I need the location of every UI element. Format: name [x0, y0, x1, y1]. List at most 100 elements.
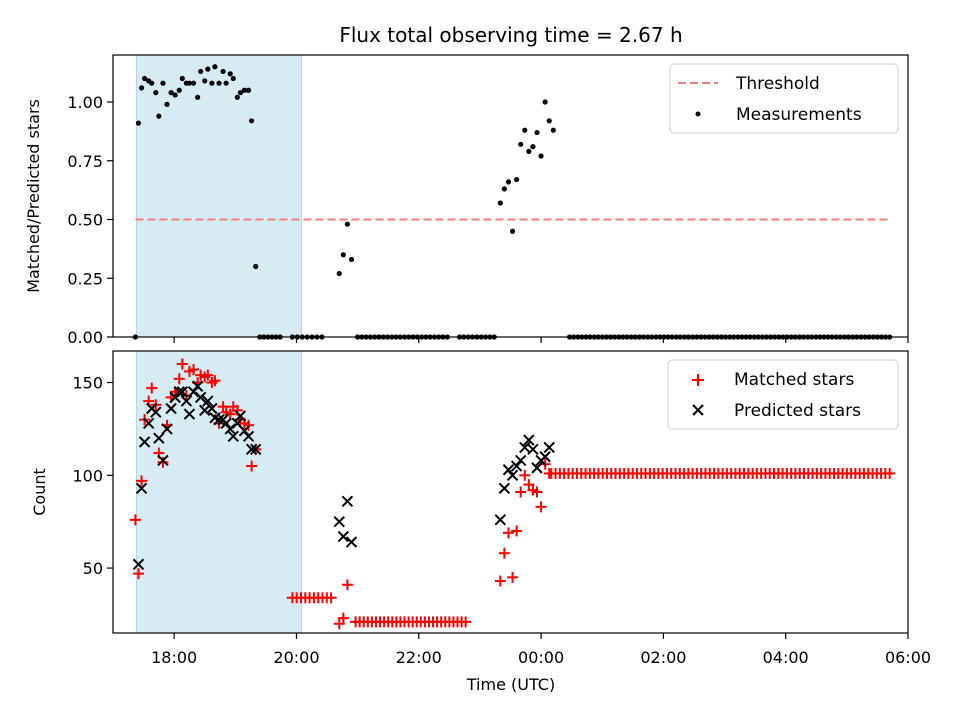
- top-axes-frame: [112, 54, 909, 338]
- predicted-star-point: [220, 417, 232, 430]
- matched-star-point: [224, 408, 236, 420]
- predicted-stars-points: [132, 380, 555, 571]
- measurement-point: [149, 80, 155, 86]
- y-tick-label: 100: [72, 466, 103, 485]
- measurement-point: [223, 80, 229, 86]
- legend-predicted-label: Predicted stars: [734, 401, 861, 421]
- predicted-star-point: [249, 443, 262, 456]
- measurement-point: [344, 221, 351, 227]
- measurement-point: [153, 90, 159, 96]
- measurement-point: [205, 66, 211, 72]
- measurement-point: [209, 80, 215, 86]
- legend-measurements-label: Measurements: [736, 105, 862, 125]
- predicted-star-point: [345, 536, 358, 548]
- matched-star-point: [157, 456, 169, 468]
- legend-predicted-swatch: [692, 404, 704, 416]
- measurement-point: [164, 101, 170, 107]
- top-x-ticks: [173, 337, 909, 343]
- matched-star-point: [129, 514, 141, 526]
- matched-star-point: [173, 373, 185, 385]
- measurement-point: [336, 270, 342, 277]
- matched-star-point: [325, 592, 337, 604]
- measurement-point: [186, 80, 193, 86]
- predicted-star-point: [202, 395, 214, 407]
- x-tick-label: 00:00: [518, 648, 564, 667]
- predicted-star-point: [510, 460, 523, 472]
- measurement-point: [234, 94, 240, 100]
- measurement-point: [538, 153, 544, 159]
- x-tick-label: 22:00: [396, 648, 442, 667]
- measurement-point: [135, 120, 142, 126]
- matched-star-point: [884, 467, 896, 479]
- top-y-ticks: 0.00 0.25 0.50 0.75 1.00: [67, 93, 113, 347]
- predicted-star-point: [169, 391, 181, 404]
- measurement-point: [249, 118, 255, 124]
- bottom-axes-frame: [112, 350, 909, 634]
- measurement-point: [202, 78, 208, 84]
- matched-star-point: [531, 486, 543, 498]
- legend-matched-swatch: [692, 374, 704, 386]
- matched-star-point: [176, 358, 188, 370]
- predicted-star-point: [543, 441, 555, 454]
- measurement-point: [230, 75, 236, 82]
- bottom-y-axis-label: Count: [30, 468, 49, 516]
- matched-star-point: [341, 579, 353, 591]
- predicted-star-point: [224, 423, 236, 435]
- legend-measurements-swatch: [695, 111, 701, 117]
- predicted-star-point: [341, 495, 354, 507]
- predicted-star-point: [213, 413, 225, 426]
- y-tick-label: 0.50: [67, 211, 103, 230]
- measurement-point: [220, 68, 226, 75]
- predicted-star-point: [161, 423, 173, 435]
- measurement-point: [190, 80, 197, 86]
- predicted-star-point: [527, 443, 539, 456]
- matched-star-point: [243, 419, 255, 431]
- y-tick-label: 0.75: [67, 152, 103, 171]
- predicted-star-point: [165, 402, 177, 415]
- x-tick-label: 04:00: [763, 648, 809, 667]
- legend-matched-label: Matched stars: [734, 370, 854, 390]
- matched-star-point: [507, 571, 519, 583]
- y-tick-label: 0.00: [67, 328, 103, 347]
- measurement-point: [212, 64, 218, 70]
- measurement-point: [179, 75, 185, 82]
- measurement-point: [505, 179, 512, 185]
- measurement-point: [176, 87, 182, 93]
- predicted-star-point: [238, 425, 251, 437]
- x-tick-label: 18:00: [151, 648, 197, 667]
- predicted-star-point: [531, 462, 543, 474]
- y-tick-label: 0.25: [67, 269, 103, 288]
- matched-stars-points: [129, 358, 896, 630]
- matched-star-point: [460, 616, 472, 628]
- measurement-point: [550, 127, 556, 133]
- predicted-star-point: [539, 451, 551, 463]
- measurement-point: [198, 68, 204, 75]
- measurement-point: [253, 263, 259, 270]
- figure-title: Flux total observing time = 2.67 h: [339, 23, 682, 47]
- measurement-points: [132, 64, 556, 340]
- y-tick-label: 1.00: [67, 93, 103, 112]
- y-tick-label: 50: [83, 559, 103, 578]
- predicted-star-point: [337, 530, 350, 543]
- top-legend: Threshold Measurements: [669, 63, 899, 134]
- x-tick-label: 20:00: [273, 648, 319, 667]
- predicted-star-point: [180, 395, 193, 407]
- measurement-point: [172, 92, 178, 98]
- measurement-point: [168, 90, 174, 96]
- measurement-point: [241, 87, 248, 93]
- measurement-point: [518, 141, 524, 147]
- matched-star-point: [535, 501, 547, 513]
- bottom-y-ticks: 50 100 150: [72, 374, 113, 578]
- predicted-star-point: [194, 391, 207, 404]
- predicted-star-point: [523, 434, 535, 446]
- predicted-star-point: [227, 430, 239, 443]
- matched-star-point: [202, 369, 214, 381]
- measurement-point: [348, 256, 355, 263]
- measurement-point: [542, 99, 548, 105]
- matched-star-point: [188, 364, 200, 376]
- predicted-star-point: [135, 482, 148, 494]
- predicted-star-point: [502, 464, 515, 476]
- predicted-star-point: [242, 430, 255, 443]
- predicted-star-point: [138, 436, 151, 448]
- matched-star-point: [337, 612, 349, 624]
